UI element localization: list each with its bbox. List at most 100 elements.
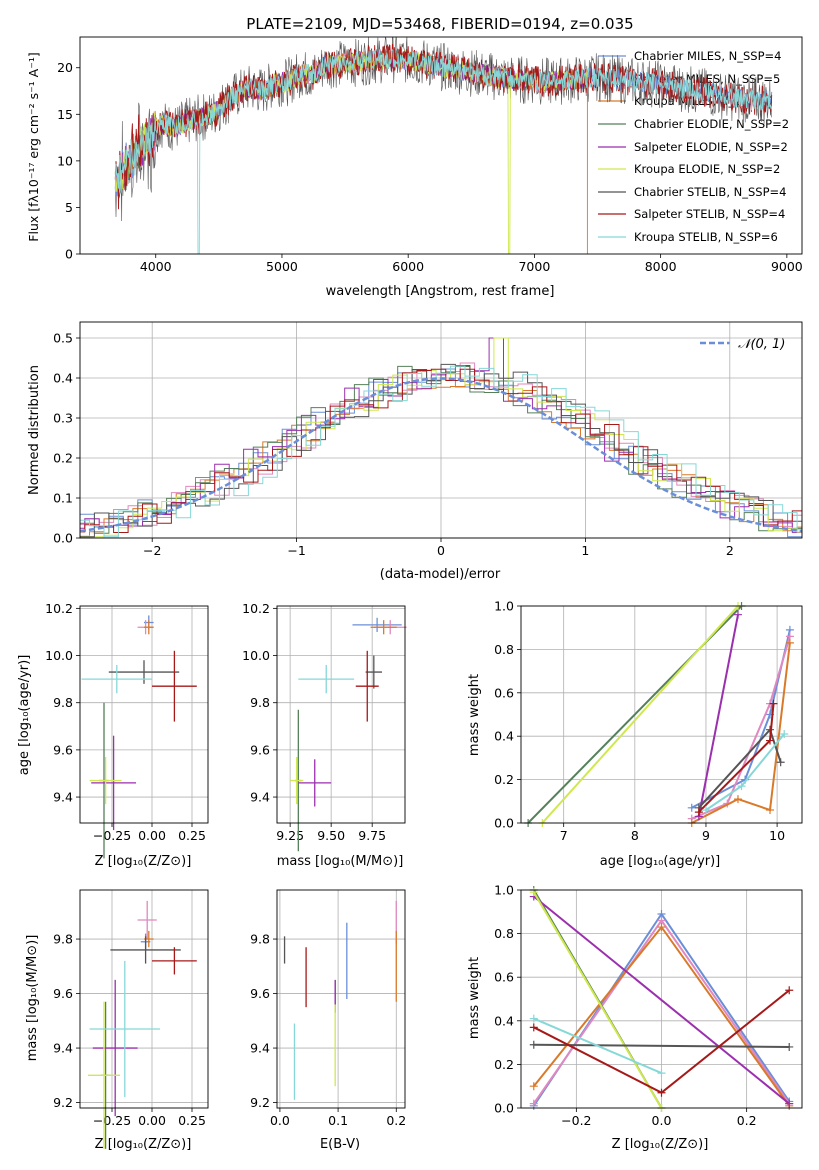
legend-label-kroupa-elodie: Kroupa ELODIE, N_SSP=2 <box>634 162 780 176</box>
legend-label-normal: 𝒩(0, 1) <box>738 337 785 352</box>
mass-weight-vs-Z-ytick-label: 0.4 <box>494 1013 514 1028</box>
residuals-ytick-label: 0.0 <box>53 531 73 546</box>
age-vs-mass-ytick-label: 10.0 <box>242 648 270 663</box>
mass-weight-vs-Z-point-marker <box>529 1082 538 1091</box>
spectrum-frame <box>79 36 803 255</box>
residuals-ylabel: Normed distribution <box>27 365 42 495</box>
mass-weight-vs-age-xtick-label: 9 <box>702 828 710 843</box>
age-vs-Z-frame <box>79 605 209 824</box>
mass-weight-vs-age-point-marker <box>733 610 742 619</box>
mass-weight-vs-Z-point-marker <box>529 888 538 897</box>
figure-title: PLATE=2109, MJD=53468, FIBERID=0194, z=0… <box>246 15 633 33</box>
mass-vs-Z-xtick-label: −0.25 <box>93 1113 131 1128</box>
mass-vs-Z-frame <box>79 889 209 1109</box>
age-vs-mass-ytick-label: 9.4 <box>250 790 270 805</box>
mass-weight-vs-age-series-line <box>705 733 785 811</box>
mass-weight-vs-age-ytick-label: 0.4 <box>494 729 514 744</box>
mass-weight-vs-Z-series-line <box>533 1043 790 1048</box>
age-vs-Z-ytick-label: 9.4 <box>53 790 73 805</box>
residuals-legend: 𝒩(0, 1) <box>700 337 785 352</box>
mass-weight-vs-Z-ytick-label: 1.0 <box>494 883 514 898</box>
mass-vs-Z-xtick-label: 0.00 <box>138 1113 166 1128</box>
age-vs-Z-ytick-label: 10.2 <box>45 601 73 616</box>
mass-weight-vs-age-ytick-label: 1.0 <box>494 599 514 614</box>
mass-weight-vs-age-point-marker <box>780 730 789 739</box>
spectrum-axes: 4000 5000 6000 7000 8000 9000 0 5 10 15 20 <box>57 60 803 274</box>
mass-vs-Z-panel: Z [log₁₀(Z/Z⊙)] mass [log₁₀(M/M⊙)] <box>25 935 191 1152</box>
legend-label-chabrier-miles: Chabrier MILES, N_SSP=4 <box>634 49 781 63</box>
age-vs-mass-xtick-label: 9.25 <box>276 828 304 843</box>
mass-vs-Z-ylabel: mass [log₁₀(M/M⊙)] <box>25 935 40 1062</box>
mass-vs-Z-ytick-label: 9.8 <box>53 932 73 947</box>
mass-weight-vs-age-point-marker <box>776 758 785 767</box>
mass-vs-EBV-xtick-label: 0.0 <box>270 1113 290 1128</box>
residuals-panel: (data-model)/error Normed distribution 𝒩… <box>27 337 785 582</box>
spectrum-xtick-label: 7000 <box>518 259 550 274</box>
mass-weight-vs-Z-axes: −0.2 0.0 0.2 0.0 0.2 0.4 0.6 0.8 1.0 <box>494 883 802 1128</box>
residuals-normal-curve <box>79 377 803 533</box>
mass-vs-EBV-ytick-label: 9.2 <box>250 1095 270 1110</box>
spectrum-xtick-label: 4000 <box>140 259 172 274</box>
mass-weight-vs-Z-panel: Z [log₁₀(Z/Z⊙)] mass weight <box>467 957 708 1152</box>
residuals-histogram-step <box>80 337 802 533</box>
mass-vs-EBV-panel: E(B-V) <box>320 1137 360 1152</box>
age-vs-Z-axes: −0.25 0.00 0.25 9.4 9.6 9.8 10.0 10.2 <box>45 601 208 843</box>
mass-vs-EBV-xtick-label: 0.2 <box>386 1113 406 1128</box>
legend-label-kroupa-stelib: Kroupa STELIB, N_SSP=6 <box>634 230 778 244</box>
mass-weight-vs-Z-point-marker <box>657 923 666 932</box>
mass-weight-vs-age-xtick-label: 8 <box>631 828 639 843</box>
mass-weight-vs-Z-ytick-label: 0.2 <box>494 1057 514 1072</box>
mass-weight-vs-age-ytick-label: 0.2 <box>494 772 514 787</box>
mass-weight-vs-Z-series-line <box>533 1017 662 1075</box>
mass-weight-vs-age-ytick-label: 0.0 <box>494 816 514 831</box>
mass-weight-vs-Z-point-marker <box>785 1042 794 1051</box>
legend-label-chabrier-elodie: Chabrier ELODIE, N_SSP=2 <box>634 117 789 131</box>
age-vs-mass-frame <box>276 605 406 824</box>
spectrum-ytick-label: 10 <box>57 153 73 168</box>
mass-weight-vs-age-ylabel: mass weight <box>467 674 482 756</box>
residuals-xtick-label: 2 <box>726 543 734 558</box>
mass-weight-vs-age-panel: age [log₁₀(age/yr)] mass weight <box>467 674 720 869</box>
residuals-ytick-label: 0.4 <box>53 371 73 386</box>
mass-weight-vs-age-axes: 7 8 9 10 0.0 0.2 0.4 0.6 0.8 1.0 <box>494 599 802 843</box>
mass-vs-Z-ytick-label: 9.4 <box>53 1041 73 1056</box>
age-vs-Z-ytick-label: 9.8 <box>53 695 73 710</box>
residuals-xtick-label: −1 <box>287 543 305 558</box>
spectrum-xlabel: wavelength [Angstrom, rest frame] <box>326 284 555 299</box>
spectrum-series-line <box>114 48 773 254</box>
mass-weight-vs-age-point-marker <box>765 736 774 745</box>
mass-weight-vs-age-point-marker <box>765 805 774 814</box>
spectrum-xtick-label: 8000 <box>645 259 677 274</box>
age-vs-Z-xlabel: Z [log₁₀(Z/Z⊙)] <box>95 854 192 869</box>
age-vs-Z-xtick-label: 0.25 <box>178 828 206 843</box>
residuals-histogram-step <box>80 368 802 538</box>
mass-weight-vs-Z-series-line <box>533 895 790 1105</box>
spectrum-ytick-label: 0 <box>65 247 73 262</box>
mass-vs-Z-xlabel: Z [log₁₀(Z/Z⊙)] <box>95 1137 192 1152</box>
residuals-histogram-step <box>80 380 802 538</box>
mass-weight-vs-Z-series-line <box>532 891 663 1108</box>
age-vs-mass-ytick-label: 10.2 <box>242 601 270 616</box>
mass-weight-vs-Z-ytick-label: 0.0 <box>494 1101 514 1116</box>
mass-weight-vs-age-point-marker <box>733 795 742 804</box>
mass-vs-EBV-frame <box>276 889 406 1109</box>
mass-weight-vs-Z-point-marker <box>529 1023 538 1032</box>
mass-weight-vs-age-xtick-label: 10 <box>769 828 785 843</box>
residuals-xtick-label: 1 <box>581 543 589 558</box>
mass-weight-vs-Z-ytick-label: 0.8 <box>494 926 514 941</box>
residuals-histogram-step <box>80 368 802 533</box>
mass-vs-EBV-ytick-label: 9.6 <box>250 986 270 1001</box>
mass-vs-EBV-ytick-label: 9.4 <box>250 1041 270 1056</box>
age-vs-mass-ytick-label: 9.8 <box>250 695 270 710</box>
age-vs-Z-xtick-label: 0.00 <box>138 828 166 843</box>
mass-weight-vs-Z-xtick-label: 0.0 <box>652 1113 672 1128</box>
mass-weight-vs-age-point-marker <box>785 638 794 647</box>
residuals-ytick-label: 0.3 <box>53 411 73 426</box>
residuals-xtick-label: −2 <box>143 543 161 558</box>
spectrum-xtick-label: 9000 <box>771 259 803 274</box>
legend-label-chabrier-stelib: Chabrier STELIB, N_SSP=4 <box>634 185 786 199</box>
age-vs-mass-ytick-label: 9.6 <box>250 742 270 757</box>
residuals-histogram-step <box>80 363 802 538</box>
mass-vs-Z-ytick-label: 9.2 <box>53 1095 73 1110</box>
age-vs-Z-panel: Z [log₁₀(Z/Z⊙)] age [log₁₀(age/yr)] <box>17 655 191 869</box>
